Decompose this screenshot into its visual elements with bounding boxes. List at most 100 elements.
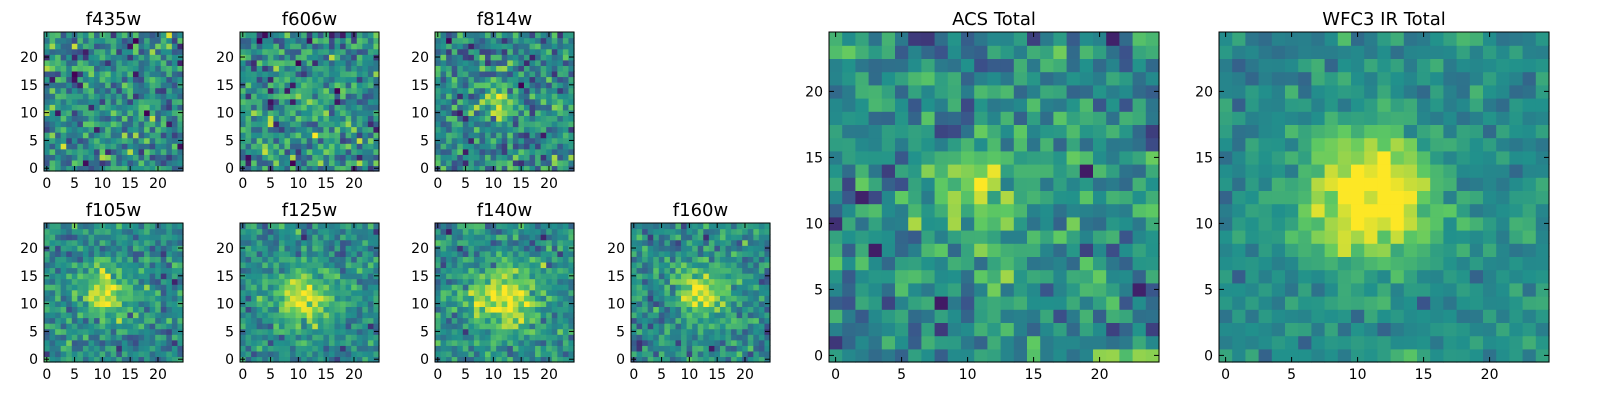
heatmap-cell: [66, 273, 72, 279]
heatmap-cell: [307, 273, 313, 279]
heatmap-cell: [323, 351, 329, 357]
heatmap-cell: [150, 115, 156, 121]
heatmap-cell: [83, 301, 89, 307]
heatmap-cell: [362, 99, 368, 105]
heatmap-cell: [474, 43, 480, 49]
heatmap-cell: [100, 273, 106, 279]
heatmap-cell: [524, 240, 530, 246]
heatmap-cell: [502, 65, 508, 71]
heatmap-cell: [507, 273, 513, 279]
heatmap-cell: [105, 245, 111, 251]
heatmap-cell: [139, 71, 145, 77]
heatmap-cell: [474, 290, 480, 296]
heatmap-cell: [268, 279, 274, 285]
heatmap-cell: [251, 312, 257, 318]
heatmap-cell: [44, 154, 50, 160]
heatmap-cell: [144, 121, 150, 127]
heatmap-cell: [77, 301, 83, 307]
heatmap-cell: [748, 329, 754, 335]
heatmap-cell: [351, 99, 357, 105]
heatmap-cell: [246, 318, 252, 324]
heatmap-cell: [1027, 309, 1041, 323]
heatmap-cell: [703, 334, 709, 340]
heatmap-cell: [166, 71, 172, 77]
heatmap-cell: [122, 312, 128, 318]
heatmap-cell: [698, 334, 704, 340]
heatmap-cell: [66, 54, 72, 60]
heatmap-cell: [318, 329, 324, 335]
heatmap-cell: [122, 160, 128, 166]
heatmap-cell: [737, 273, 743, 279]
heatmap-cell: [122, 251, 128, 257]
heatmap-cell: [116, 273, 122, 279]
heatmap-cell: [457, 32, 463, 38]
heatmap-cell: [496, 334, 502, 340]
heatmap-cell: [61, 329, 67, 335]
heatmap-cell: [44, 93, 50, 99]
heatmap-cell: [1119, 270, 1133, 284]
heatmap-cell: [335, 149, 341, 155]
heatmap-cell: [530, 273, 536, 279]
heatmap-cell: [457, 306, 463, 312]
heatmap-cell: [83, 143, 89, 149]
heatmap-cell: [88, 290, 94, 296]
heatmap-cell: [139, 160, 145, 166]
heatmap-cell: [1053, 349, 1067, 363]
heatmap-cell: [323, 251, 329, 257]
heatmap-cell: [441, 143, 447, 149]
heatmap-cell: [335, 267, 341, 273]
heatmap-cell: [698, 284, 704, 290]
heatmap-cell: [948, 256, 962, 270]
heatmap-cell: [77, 279, 83, 285]
heatmap-cell: [50, 345, 56, 351]
heatmap-cell: [698, 267, 704, 273]
heatmap-cell: [66, 284, 72, 290]
heatmap-cell: [507, 301, 513, 307]
heatmap-cell: [441, 88, 447, 94]
heatmap-cell: [307, 76, 313, 82]
heatmap-cell: [257, 121, 263, 127]
heatmap-cell: [100, 329, 106, 335]
heatmap-cell: [457, 262, 463, 268]
heatmap-cell: [301, 104, 307, 110]
heatmap-cell: [251, 143, 257, 149]
heatmap-cell: [122, 88, 128, 94]
heatmap-cell: [329, 65, 335, 71]
heatmap-cell: [518, 110, 524, 116]
heatmap-cell: [240, 340, 246, 346]
heatmap-cell: [127, 99, 133, 105]
heatmap-cell: [161, 340, 167, 346]
heatmap-cell: [703, 290, 709, 296]
heatmap-cell: [77, 93, 83, 99]
heatmap-cell: [323, 143, 329, 149]
heatmap-cell: [340, 312, 346, 318]
heatmap-cell: [441, 340, 447, 346]
heatmap-cell: [557, 262, 563, 268]
heatmap-cell: [720, 351, 726, 357]
heatmap-cell: [557, 234, 563, 240]
panel-title: f606w: [282, 9, 337, 30]
heatmap-cell: [307, 340, 313, 346]
heatmap-cell: [485, 104, 491, 110]
heatmap-cell: [557, 143, 563, 149]
heatmap-cell: [496, 229, 502, 235]
heatmap-cell: [670, 279, 676, 285]
heatmap-cell: [88, 76, 94, 82]
heatmap-cell: [670, 240, 676, 246]
heatmap-cell: [88, 99, 94, 105]
heatmap-cell: [659, 284, 665, 290]
heatmap-cell: [535, 329, 541, 335]
heatmap-cell: [351, 110, 357, 116]
heatmap-cell: [133, 93, 139, 99]
heatmap-cell: [340, 290, 346, 296]
heatmap-cell: [987, 336, 1001, 350]
heatmap-cell: [166, 301, 172, 307]
heatmap-cell: [105, 127, 111, 133]
heatmap-cell: [563, 82, 569, 88]
heatmap-cell: [284, 54, 290, 60]
heatmap-cell: [155, 295, 161, 301]
heatmap-cell: [88, 318, 94, 324]
heatmap-cell: [664, 240, 670, 246]
heatmap-cell: [133, 143, 139, 149]
heatmap-cell: [66, 279, 72, 285]
